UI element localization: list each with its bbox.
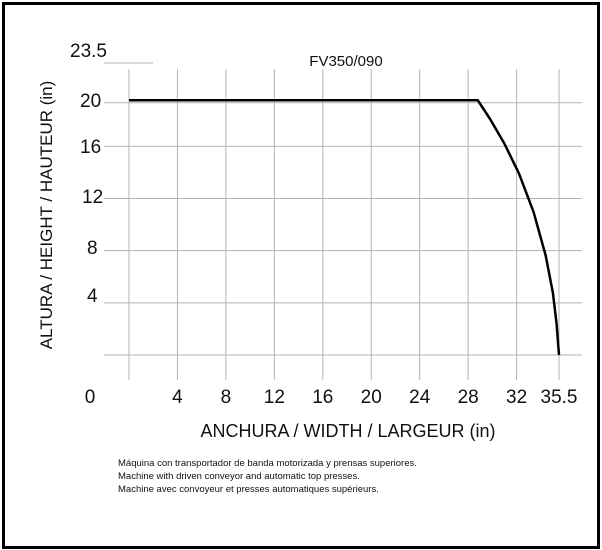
x-tick-label: 0 xyxy=(85,387,96,408)
x-tick-label: 4 xyxy=(172,387,183,408)
y-tick-label: 16 xyxy=(80,137,101,158)
y-tick-label: 12 xyxy=(82,187,103,208)
grid xyxy=(104,62,582,380)
x-tick-label: 28 xyxy=(458,387,479,408)
note-line-fr: Machine avec convoyeur et presses automa… xyxy=(118,484,379,495)
y-tick-label: 23.5 xyxy=(70,41,107,62)
x-tick-label: 20 xyxy=(361,387,382,408)
y-tick-label: 8 xyxy=(87,238,98,259)
x-tick-label: 35.5 xyxy=(541,387,578,408)
chart-title: FV350/090 xyxy=(309,53,382,70)
x-tick-label: 8 xyxy=(221,387,232,408)
note-line-es: Máquina con transportador de banda motor… xyxy=(118,458,417,469)
note-line-en: Machine with driven conveyor and automat… xyxy=(118,471,360,482)
x-axis-label: ANCHURA / WIDTH / LARGEUR (in) xyxy=(200,421,495,441)
y-axis-label: ALTURA / HEIGHT / HAUTEUR (in) xyxy=(37,81,56,350)
x-tick-label: 16 xyxy=(312,387,333,408)
capacity-curve xyxy=(129,99,561,356)
tick-labels: 0 4 8 12 16 20 24 28 32 35.5 4 8 12 16 20 23.5 xyxy=(70,41,577,408)
x-tick-label: 12 xyxy=(264,387,285,408)
notes: Máquina con transportador de banda motor… xyxy=(118,457,417,496)
y-tick-label: 20 xyxy=(80,91,101,112)
x-tick-label: 24 xyxy=(409,387,431,408)
y-tick-label: 4 xyxy=(87,286,98,307)
x-tick-label: 32 xyxy=(506,387,527,408)
